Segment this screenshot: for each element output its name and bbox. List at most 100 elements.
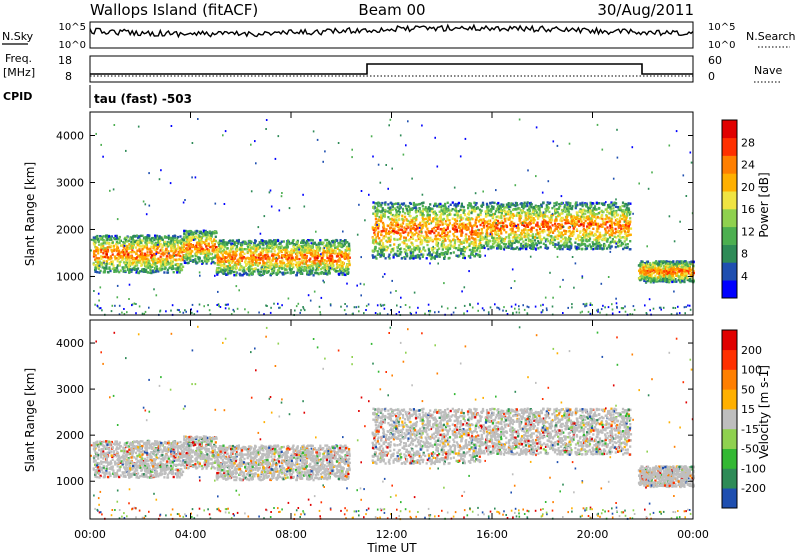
power-cell [264, 257, 267, 260]
power-cell [164, 235, 167, 239]
power-cell [518, 207, 521, 210]
power-cell [541, 229, 544, 232]
power-cell [609, 210, 612, 214]
power-cell [258, 246, 262, 249]
power-cell [153, 246, 156, 249]
power-cell [232, 267, 235, 270]
power-cell [106, 246, 109, 249]
power-cell [289, 264, 292, 267]
power-cell [603, 203, 606, 207]
power-cell [289, 250, 293, 253]
power-cell [304, 267, 307, 270]
power-cell [158, 268, 161, 272]
power-cell [452, 251, 455, 254]
power-cell [239, 256, 242, 259]
power-cell [426, 243, 429, 247]
power-cell [512, 230, 516, 234]
power-cell [263, 241, 266, 244]
power-cell [520, 237, 524, 240]
power-cell [416, 203, 419, 206]
power-cell [460, 252, 463, 255]
power-cell [248, 257, 251, 260]
power-cell [332, 239, 335, 243]
power-cell [572, 214, 576, 218]
power-cell [250, 240, 253, 244]
power-cell [520, 236, 523, 239]
power-cell [516, 211, 519, 215]
power-cell [144, 260, 147, 264]
power-cell [384, 203, 387, 206]
power-cell [418, 247, 421, 250]
power-cell [402, 210, 405, 213]
power-cell [408, 245, 411, 248]
power-cell [558, 247, 561, 250]
power-cell [516, 246, 519, 249]
power-cell [285, 242, 288, 245]
power-cell [382, 244, 385, 247]
power-cell [272, 256, 275, 260]
power-cell [115, 248, 118, 251]
power-cell [295, 274, 298, 277]
power-cell [239, 259, 242, 262]
power-cell [326, 265, 329, 268]
power-cell [483, 237, 486, 240]
power-cell [440, 209, 443, 212]
power-cell [347, 259, 350, 262]
power-cell [532, 246, 535, 249]
power-cell [160, 268, 163, 271]
power-cell [133, 260, 136, 264]
power-cell [258, 258, 261, 261]
power-cell [403, 212, 407, 215]
power-cell [188, 254, 191, 257]
power-cell [530, 214, 533, 217]
power-cell [133, 239, 136, 242]
power-cell [476, 254, 479, 257]
power-cell [184, 255, 187, 259]
power-cell [93, 252, 96, 255]
power-cell [100, 263, 103, 266]
power-cell [530, 205, 533, 209]
power-cell [593, 205, 597, 208]
power-cell [397, 254, 400, 257]
power-cell [292, 270, 295, 274]
power-cell [304, 256, 307, 260]
power-cell [526, 218, 529, 221]
power-cell [209, 239, 212, 242]
power-cell [113, 237, 116, 240]
power-cell [473, 201, 476, 204]
power-cell [587, 232, 590, 236]
power-cell [511, 240, 514, 243]
power-cell [200, 241, 203, 245]
power-cell [430, 253, 434, 256]
power-cell [348, 252, 351, 255]
power-cell [448, 213, 451, 216]
power-cell [528, 228, 531, 232]
power-cell [119, 239, 122, 242]
power-cell [606, 240, 609, 243]
power-cell [292, 249, 295, 252]
power-cell [627, 208, 631, 212]
power-cell [233, 250, 236, 254]
power-cell [393, 243, 396, 246]
power-cell [221, 243, 224, 246]
power-cell [300, 272, 303, 275]
power-cell [427, 249, 431, 252]
power-cell [402, 231, 405, 234]
power-cell [421, 239, 424, 242]
power-cell [313, 241, 317, 244]
power-cell [455, 247, 458, 250]
power-cell [457, 240, 460, 243]
power-cell [160, 252, 163, 255]
power-cell [627, 227, 630, 230]
power-cell [261, 247, 264, 250]
power-cell [497, 246, 501, 250]
power-cell [532, 219, 535, 223]
power-cell [263, 261, 267, 265]
power-cell [528, 206, 531, 209]
power-cell [281, 255, 284, 258]
power-cell [479, 237, 482, 241]
power-cell [396, 206, 399, 209]
power-cell [463, 225, 466, 228]
power-cell [100, 248, 103, 252]
power-cell [382, 237, 386, 240]
